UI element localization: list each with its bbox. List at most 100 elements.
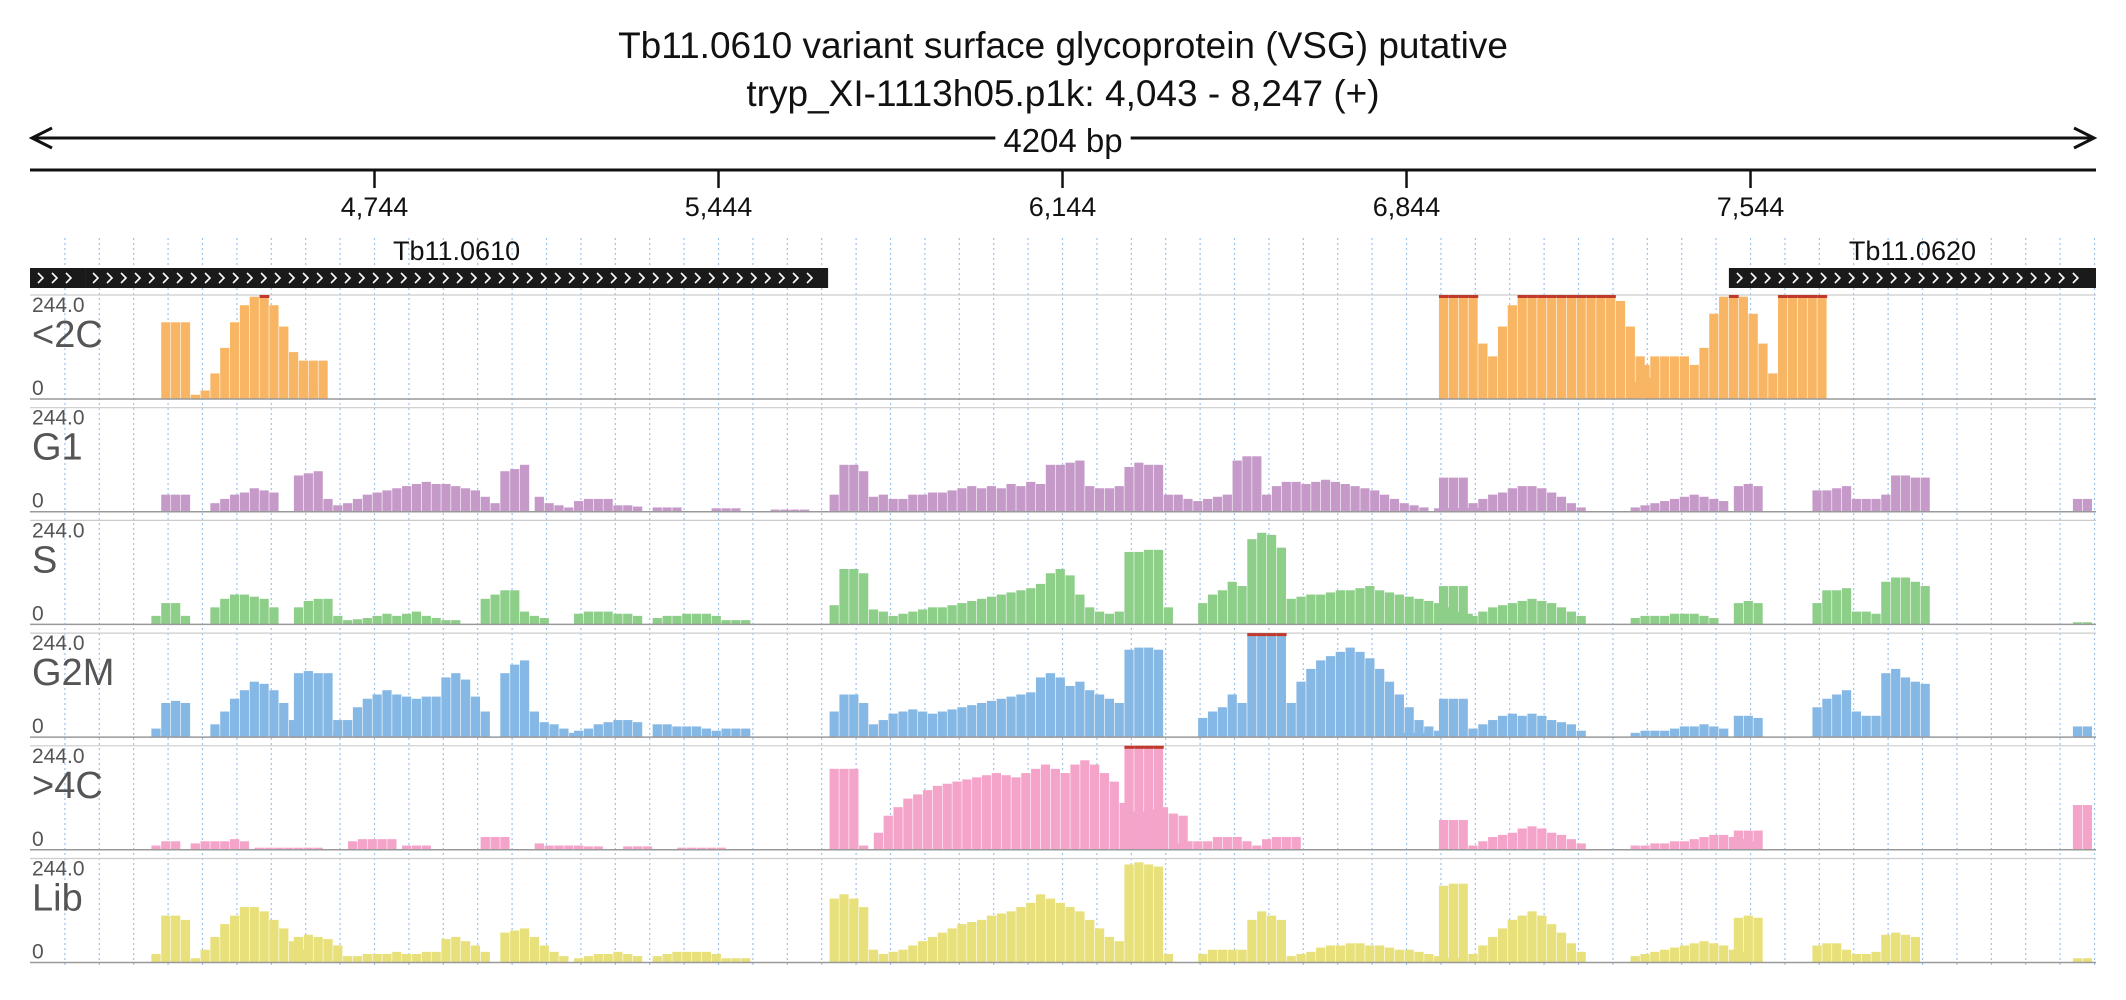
gene-strand-arrow	[120, 272, 128, 284]
coverage-bar	[161, 841, 171, 850]
coverage-bar	[1660, 615, 1670, 625]
coverage-bar	[549, 951, 559, 963]
coverage-bar	[1257, 911, 1267, 963]
coverage-bar	[1709, 834, 1719, 850]
coverage-bar	[151, 953, 161, 963]
coverage-bar	[1026, 902, 1036, 963]
coverage-bar	[1094, 611, 1105, 625]
coverage-bar	[161, 494, 171, 512]
coverage-bar	[254, 847, 264, 850]
coverage-bar	[1556, 722, 1567, 738]
coverage-bar	[1384, 592, 1395, 625]
clip-marker	[1153, 745, 1164, 749]
coverage-bar	[1900, 577, 1911, 625]
coverage-bar	[1689, 613, 1699, 625]
coverage-bar	[1183, 498, 1193, 512]
coverage-bar	[1409, 505, 1419, 512]
gene-strand-arrow	[1890, 272, 1898, 284]
coverage-bar	[1458, 295, 1468, 399]
coverage-bar	[347, 841, 358, 850]
gene-strand-arrow	[1946, 272, 1954, 284]
coverage-bar	[411, 845, 422, 850]
gene-strand-arrow	[246, 272, 254, 284]
coverage-bar	[190, 843, 200, 850]
coverage-bar	[1689, 943, 1699, 963]
coverage-bar	[1055, 568, 1065, 625]
coverage-bar	[392, 694, 402, 738]
coverage-bar	[382, 613, 392, 625]
coverage-bar	[352, 707, 363, 738]
coverage-bar	[1576, 951, 1586, 963]
coverage-bar	[1640, 953, 1650, 963]
coverage-bar	[539, 722, 549, 738]
coverage-bar	[790, 509, 800, 512]
coverage-bar	[1139, 811, 1149, 850]
coverage-bar	[1085, 919, 1095, 963]
coverage-bar	[672, 726, 682, 738]
coverage-bar	[1728, 295, 1739, 399]
coverage-bar	[1753, 486, 1763, 512]
coverage-bar	[672, 507, 682, 512]
coverage-bar	[1448, 883, 1459, 963]
coverage-bar	[682, 951, 692, 963]
coverage-bar	[372, 615, 382, 625]
coverage-bar	[352, 956, 363, 963]
coverage-bar	[333, 958, 343, 963]
coverage-bar	[918, 494, 928, 512]
coverage-bar	[1861, 498, 1871, 512]
coverage-bar	[220, 841, 230, 850]
coverage-bar	[1748, 313, 1758, 399]
coverage-bar	[1650, 730, 1660, 738]
coverage-bar	[500, 471, 510, 512]
coverage-bar	[392, 951, 402, 963]
coverage-bar	[1920, 586, 1930, 625]
track-zero-label: 0	[32, 715, 44, 738]
coverage-bar	[1709, 943, 1719, 963]
coverage-bar	[962, 779, 972, 850]
coverage-bar	[293, 607, 304, 625]
coverage-bar	[382, 953, 392, 963]
clip-marker	[1797, 295, 1808, 298]
clip-marker	[1257, 633, 1267, 637]
coverage-bar	[534, 843, 544, 850]
coverage-bar	[942, 783, 952, 850]
coverage-bar	[583, 956, 594, 963]
coverage-bar	[1861, 715, 1871, 738]
coverage-bar	[1104, 488, 1115, 512]
coverage-bar	[1325, 945, 1336, 963]
coverage-bar	[1507, 713, 1517, 738]
coverage-bar	[1247, 539, 1257, 625]
coverage-bar	[1296, 596, 1306, 625]
coverage-bar	[1242, 456, 1252, 512]
coverage-bar	[829, 711, 839, 738]
coverage-bar	[451, 620, 461, 625]
coverage-bar	[1478, 841, 1488, 850]
coverage-bar	[402, 613, 412, 625]
coverage-bar	[333, 620, 343, 625]
gene-strand-arrow	[1750, 272, 1758, 284]
gene-strand-arrow	[302, 272, 310, 284]
coverage-bar	[1645, 377, 1655, 399]
track-zero-label: 0	[32, 941, 44, 964]
gene-strand-arrow	[554, 272, 562, 284]
coverage-bar	[161, 322, 171, 399]
coverage-bar	[1699, 347, 1709, 399]
coverage-bar	[632, 956, 643, 963]
coverage-bar	[1434, 956, 1444, 963]
coverage-bar	[460, 941, 471, 963]
coverage-bar	[1237, 586, 1247, 625]
coverage-bar	[1871, 951, 1881, 963]
coverage-bar	[180, 919, 191, 963]
coverage-bar	[1851, 953, 1861, 963]
gene-strand-arrow	[736, 272, 744, 284]
coverage-bar	[1183, 841, 1193, 850]
coverage-bar	[1257, 633, 1267, 738]
coverage-bar	[937, 932, 947, 963]
coverage-bar	[230, 839, 240, 850]
coverage-bar	[1753, 830, 1763, 850]
coverage-bar	[1576, 730, 1586, 738]
coverage-bar	[293, 847, 304, 850]
coverage-bar	[1458, 883, 1468, 963]
coverage-bar	[1271, 837, 1282, 850]
coverage-bar	[264, 847, 274, 850]
